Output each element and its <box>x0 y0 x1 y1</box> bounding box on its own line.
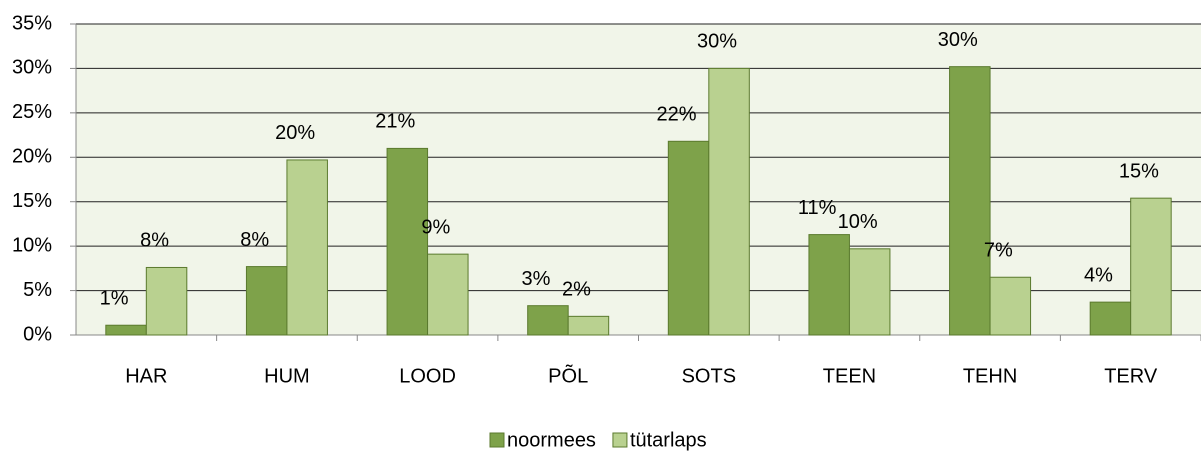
bar <box>427 253 469 336</box>
y-tick-label: 35% <box>12 12 52 34</box>
bar <box>386 147 429 336</box>
y-tick-label: 30% <box>12 57 52 79</box>
y-tick-label: 5% <box>23 279 52 301</box>
x-tick-label: TERV <box>1104 365 1158 387</box>
x-tick-label: PÕL <box>548 363 588 387</box>
value-label: 7% <box>984 240 1013 262</box>
bar <box>708 67 750 336</box>
value-label: 11% <box>798 197 837 219</box>
bar <box>245 266 288 336</box>
value-label: 1% <box>100 288 129 310</box>
legend-label: tütarlaps <box>630 429 707 451</box>
value-label: 4% <box>1084 264 1113 286</box>
bar <box>286 159 328 336</box>
bar <box>1130 197 1172 336</box>
value-label: 9% <box>421 216 450 238</box>
y-tick-label: 10% <box>12 234 52 256</box>
bar <box>989 276 1032 336</box>
y-tick-label: 15% <box>12 190 52 212</box>
legend-swatch <box>612 432 628 448</box>
value-label: 8% <box>140 230 169 252</box>
bar <box>1089 301 1132 336</box>
bar <box>667 140 710 336</box>
bar <box>949 66 991 336</box>
bar <box>105 324 147 336</box>
legend-label: noormees <box>507 429 596 451</box>
value-label: 22% <box>657 104 697 126</box>
legend-swatch <box>489 432 505 448</box>
value-label: 3% <box>521 268 550 290</box>
x-tick-label: TEHN <box>963 365 1017 387</box>
x-tick-label: HAR <box>125 365 167 387</box>
bar <box>145 266 188 336</box>
y-tick-label: 0% <box>23 323 52 345</box>
plot-area <box>76 24 1201 335</box>
value-label: 30% <box>697 31 737 53</box>
value-label: 10% <box>838 211 878 233</box>
bar <box>808 234 850 336</box>
x-tick-label: LOOD <box>399 365 456 387</box>
x-tick-label: SOTS <box>682 365 736 387</box>
value-label: 2% <box>562 279 591 301</box>
y-tick-label: 20% <box>12 146 52 168</box>
value-label: 8% <box>240 229 269 251</box>
value-label: 15% <box>1119 160 1159 182</box>
x-tick-label: TEEN <box>823 365 876 387</box>
value-label: 21% <box>375 111 415 133</box>
y-tick-label: 25% <box>12 101 52 123</box>
bar <box>567 315 610 336</box>
bar <box>527 305 569 336</box>
value-label: 20% <box>275 122 315 144</box>
value-label: 30% <box>938 29 978 51</box>
x-tick-label: HUM <box>264 365 310 387</box>
bar <box>848 248 891 336</box>
